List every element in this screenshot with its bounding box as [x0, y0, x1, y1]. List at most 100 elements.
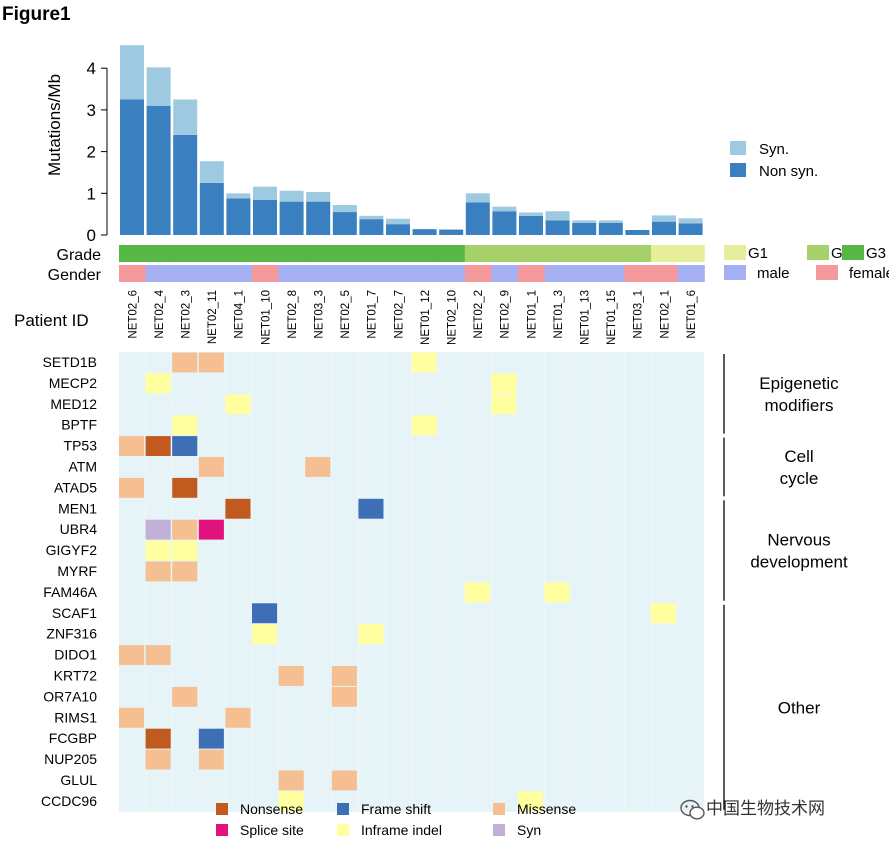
track-cell-gender-net03-1	[624, 265, 652, 282]
gene-label-gigyf2: GIGYF2	[46, 542, 98, 558]
bar-legend: Syn. Non syn.	[730, 141, 818, 180]
track-cell-gender-net02-3	[172, 265, 200, 282]
mutation-cell-scaf1-net01-10	[252, 603, 278, 624]
group-label-cell-cycle: cycle	[780, 469, 819, 488]
gene-label-rims1: RIMS1	[54, 709, 97, 725]
bar-non-syn-net03-3	[306, 201, 331, 235]
track-cell-gender-net02-11	[198, 265, 226, 282]
track-cell-gender-net01-7	[358, 265, 386, 282]
track-cell-gender-net01-13	[571, 265, 599, 282]
track-cell-grade-net01-13	[571, 245, 599, 262]
track-cell-grade-net03-1	[624, 245, 652, 262]
annotation-legends: G1G2G3malefemale	[724, 245, 889, 282]
gene-label-atm: ATM	[68, 459, 97, 475]
bar-syn-net01-15	[598, 220, 623, 223]
track-cell-gender-net02-9	[491, 265, 519, 282]
gene-label-fcgbp: FCGBP	[49, 730, 97, 746]
bar-non-syn-net01-15	[598, 222, 623, 235]
bar-syn-net02-6	[120, 45, 144, 100]
mutation-cell-glul-net02-5	[331, 770, 357, 791]
gene-label-atad5: ATAD5	[54, 479, 97, 495]
legend-label-inframe: Inframe indel	[361, 822, 442, 838]
bar-syn-net02-4	[146, 67, 171, 106]
legend-label-male: male	[757, 265, 790, 282]
patient-id-net01-3: NET01_3	[553, 290, 565, 339]
mutation-type-legend: Nonsense Frame shift Missense Splice site In…	[216, 801, 576, 838]
legend-swatch-nonsense	[216, 803, 228, 815]
mutation-heatmap	[119, 352, 705, 812]
track-cell-grade-net01-1	[518, 245, 546, 262]
gene-label-tp53: TP53	[64, 438, 98, 454]
group-label-other: Other	[778, 698, 821, 717]
mutation-cell-dido1-net02-4	[145, 645, 171, 665]
mutation-cell-atad5-net02-3	[172, 477, 198, 498]
track-cell-grade-net03-3	[305, 245, 333, 262]
track-cell-gender-net02-1	[651, 265, 679, 282]
track-cell-grade-net02-4	[145, 245, 173, 262]
bar-non-syn-net02-7	[386, 224, 410, 235]
mutation-cell-fam46a-net02-2	[464, 582, 490, 603]
bar-non-syn-net02-2	[465, 202, 490, 235]
mutation-cell-gigyf2-net02-4	[145, 540, 171, 561]
bar-non-syn-net02-10	[439, 229, 464, 235]
gene-label-krt72: KRT72	[54, 668, 98, 684]
bar-non-syn-net02-4	[146, 105, 171, 235]
track-cell-grade-net01-12	[411, 245, 439, 262]
track-cell-gender-net02-2	[464, 265, 492, 282]
bar-syn-net02-5	[332, 204, 357, 213]
patient-id-net02-3: NET02_3	[181, 290, 193, 339]
legend-swatch-g1	[724, 245, 746, 260]
y-axis-label: Mutations/Mb	[45, 74, 64, 176]
track-label-grade: Grade	[57, 247, 102, 264]
patient-id-net02-8: NET02_8	[287, 290, 299, 339]
track-cell-gender-net01-15	[597, 265, 625, 282]
patient-id-net01-15: NET01_15	[606, 290, 618, 345]
y-tick-label: 2	[87, 143, 96, 162]
patient-id-net01-1: NET01_1	[526, 290, 538, 339]
x-axis-label: Patient ID	[14, 311, 89, 330]
legend-swatch-g3	[842, 245, 864, 260]
bar-syn-net02-11	[199, 161, 224, 183]
patient-id-net02-1: NET02_1	[659, 290, 671, 339]
y-axis: 0 1 2 3 4	[87, 59, 108, 245]
bar-non-syn-net02-3	[173, 134, 198, 235]
legend-label-g1: G1	[748, 245, 768, 262]
gene-label-myrf: MYRF	[57, 563, 97, 579]
bar-syn-net01-7	[359, 215, 384, 220]
legend-swatch-syn	[730, 141, 746, 155]
bar-non-syn-net02-11	[199, 182, 224, 235]
legend-label-frameshift: Frame shift	[361, 801, 431, 817]
gene-label-nup205: NUP205	[44, 751, 97, 767]
mutation-cell-ccdc96-net01-1	[518, 791, 544, 812]
bar-syn-net02-3	[173, 99, 198, 135]
mutation-cell-med12-net04-1	[225, 394, 251, 415]
bar-non-syn-net01-3	[545, 220, 570, 235]
bar-non-syn-net04-1	[226, 198, 251, 235]
track-label-gender: Gender	[48, 267, 102, 284]
legend-swatch-non-syn	[730, 163, 746, 177]
y-tick-label: 1	[87, 184, 96, 203]
watermark-text: 中国生物技术网	[706, 799, 825, 818]
gene-label-znf316: ZNF316	[46, 626, 97, 642]
track-cell-gender-net02-6	[119, 265, 147, 282]
mutation-cell-krt72-net02-8	[278, 666, 304, 686]
group-label-epigenetic-modifiers: Epigenetic	[759, 374, 839, 393]
mutation-cell-mecp2-net02-9	[491, 373, 517, 394]
gene-group-labels: Epigenetic modifiers Cell cycle Nervous devel…	[723, 354, 848, 810]
patient-id-net03-1: NET03_1	[633, 290, 645, 339]
gene-label-med12: MED12	[50, 396, 97, 412]
mutation-cell-setd1b-net02-11	[198, 352, 224, 373]
gene-label-setd1b: SETD1B	[43, 354, 97, 370]
bar-non-syn-net03-1	[625, 229, 650, 235]
mutation-cell-ccdc96-net02-8	[278, 791, 304, 812]
patient-id-net03-3: NET03_3	[314, 290, 326, 339]
mutation-cell-men1-net01-7	[358, 498, 384, 519]
track-cell-gender-net01-6	[677, 265, 705, 282]
mutation-cell-bptf-net01-12	[411, 415, 437, 436]
bar-non-syn-net01-10	[253, 199, 277, 235]
bar-non-syn-net01-7	[359, 219, 384, 235]
bar-syn-net01-6	[678, 218, 703, 224]
bar-syn-net02-8	[279, 190, 304, 202]
legend-swatch-male	[724, 265, 746, 280]
